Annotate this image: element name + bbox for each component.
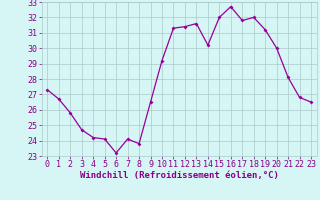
X-axis label: Windchill (Refroidissement éolien,°C): Windchill (Refroidissement éolien,°C): [80, 171, 279, 180]
